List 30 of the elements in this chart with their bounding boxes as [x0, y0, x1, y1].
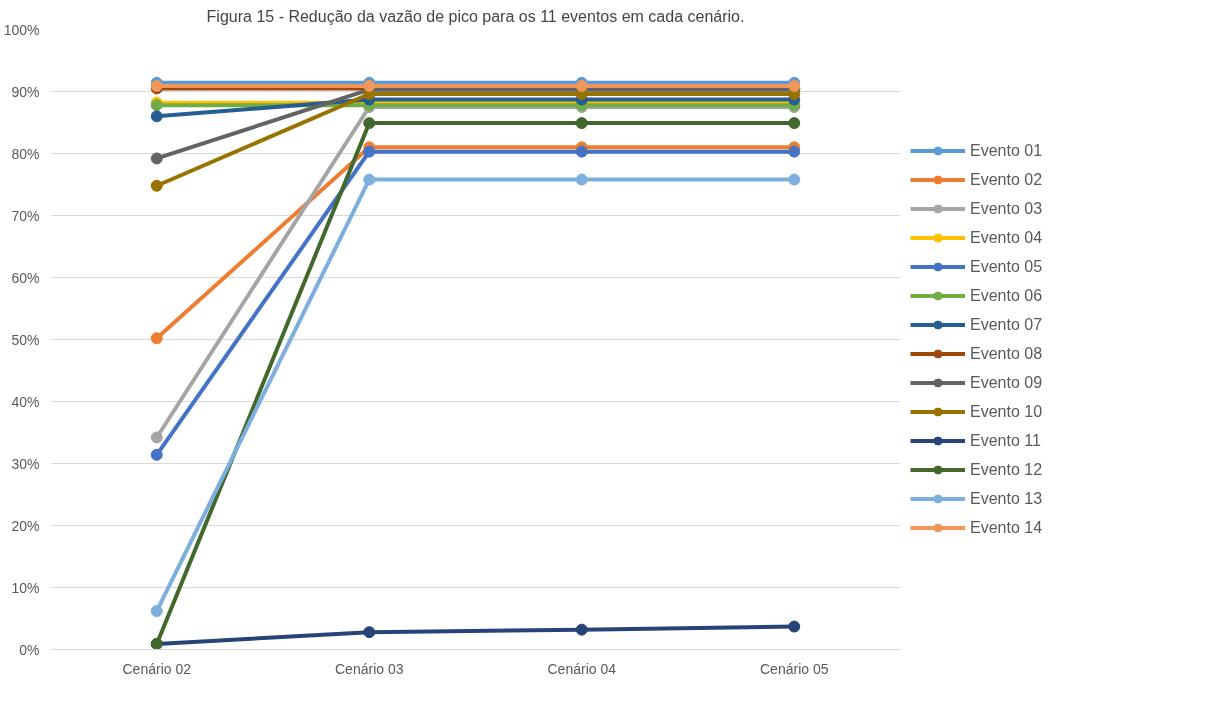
legend-label: Evento 05 [970, 257, 1043, 276]
y-tick-label: 20% [11, 517, 40, 534]
legend-label: Evento 14 [970, 518, 1043, 537]
legend-label: Evento 02 [970, 170, 1043, 189]
x-tick-label: Cenário 03 [335, 660, 404, 677]
y-tick-label: 60% [11, 269, 40, 286]
legend-label: Evento 07 [970, 315, 1043, 334]
y-tick-label: 50% [11, 331, 40, 348]
x-tick-label: Cenário 02 [122, 660, 192, 677]
chart-title: Figura 15 - Redução da vazão de pico para os 11 eventos em cada cenário. [206, 7, 745, 25]
legend-label: Evento 06 [970, 286, 1043, 305]
x-tick-label: Cenário 04 [547, 660, 617, 677]
legend-label: Evento 13 [970, 489, 1043, 508]
legend-label: Evento 12 [970, 460, 1043, 479]
legend-label: Evento 10 [970, 402, 1043, 421]
legend-label: Evento 01 [970, 141, 1043, 160]
legend-label: Evento 08 [970, 344, 1043, 363]
y-tick-label: 80% [11, 145, 40, 162]
y-tick-label: 10% [11, 579, 40, 596]
y-tick-label: 100% [3, 21, 40, 38]
y-tick-label: 40% [11, 393, 40, 410]
y-tick-label: 0% [19, 641, 40, 658]
x-tick-label: Cenário 05 [760, 660, 829, 677]
y-tick-label: 70% [11, 207, 40, 224]
legend-label: Evento 11 [970, 431, 1041, 450]
legend-label: Evento 09 [970, 373, 1043, 392]
y-tick-label: 30% [11, 455, 40, 472]
legend-label: Evento 04 [970, 228, 1043, 247]
y-tick-label: 90% [11, 83, 40, 100]
legend-label: Evento 03 [970, 199, 1043, 218]
